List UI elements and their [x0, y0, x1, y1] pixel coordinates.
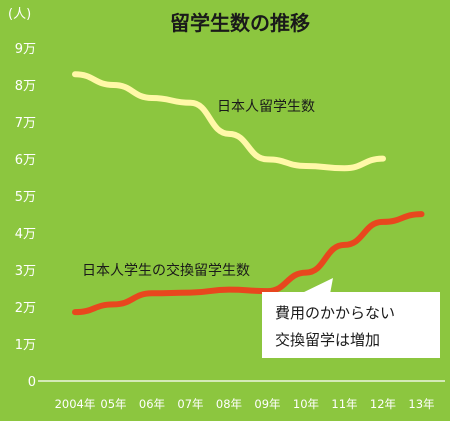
series-label-overseas-students: 日本人留学生数	[217, 99, 315, 115]
x-tick-label: 11年	[331, 397, 357, 411]
y-tick-label: 6万	[15, 153, 36, 168]
y-tick-label: 1万	[15, 338, 36, 353]
callout-box	[262, 292, 440, 358]
annotation-callout: 費用のかからない 交換留学は増加	[262, 278, 440, 358]
x-tick-label: 10年	[293, 397, 319, 411]
series-lines	[72, 71, 425, 316]
callout-pointer	[300, 278, 333, 294]
x-tick-label: 08年	[216, 397, 242, 411]
x-axis-ticks: 2004年 05年 06年 07年 08年 09年 10年 11年 12年 13年	[55, 397, 435, 411]
x-tick-label: 12年	[370, 397, 396, 411]
y-tick-label: 0	[28, 375, 36, 390]
callout-line-2: 交換留学は増加	[275, 331, 380, 349]
x-tick-label: 06年	[139, 397, 165, 411]
overseas-students-line	[72, 71, 386, 172]
y-tick-label: 3万	[15, 264, 36, 279]
chart-title: 留学生数の推移	[170, 11, 310, 35]
y-tick-label: 2万	[15, 301, 36, 316]
exchange-students-line	[72, 211, 425, 316]
x-tick-label: 09年	[254, 397, 280, 411]
x-tick-label: 07年	[177, 397, 203, 411]
x-tick-label: 2004年	[55, 397, 96, 411]
y-tick-label: 4万	[15, 227, 36, 242]
callout-line-1: 費用のかからない	[275, 304, 395, 322]
x-tick-label: 13年	[408, 397, 434, 411]
series-label-exchange-students: 日本人学生の交換留学生数	[82, 262, 250, 279]
y-tick-label: 8万	[15, 79, 36, 94]
y-tick-label: 5万	[15, 190, 36, 205]
y-axis-ticks: 0 1万 2万 3万 4万 5万 6万 7万 8万 9万	[15, 42, 36, 390]
x-tick-label: 05年	[100, 397, 126, 411]
y-tick-label: 9万	[15, 42, 36, 57]
y-axis-unit: (人)	[8, 7, 31, 22]
y-tick-label: 7万	[15, 116, 36, 131]
